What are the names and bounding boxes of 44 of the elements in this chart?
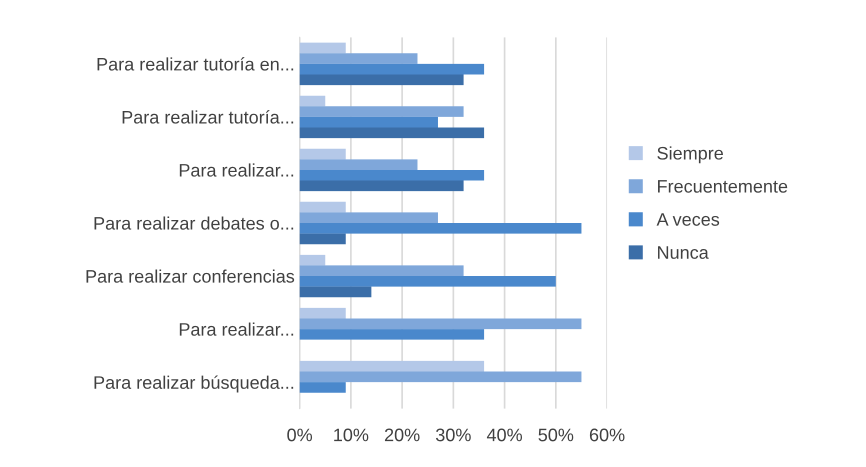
bar [300,170,484,181]
x-tick-label: 0% [287,428,312,442]
x-tick-label: 30% [436,428,471,442]
bar [300,96,326,106]
legend-label: Siempre [657,146,723,164]
x-tick-label: 40% [486,428,522,442]
legend-label: Nunca [658,246,709,259]
y-tick-label: Para realizar tutoría en... [98,57,294,71]
legend-label: Frecuentemente [658,180,788,193]
legend-label: A veces [656,213,720,226]
x-tick-label: 50% [538,428,574,442]
bar [300,265,464,276]
bar [300,106,464,117]
y-tick-label: Para realizar tutoría... [122,110,294,124]
bar [300,42,346,54]
x-tick-label: 10% [334,428,368,442]
bar [300,159,418,170]
bar [300,308,346,318]
bar [300,360,484,372]
y-tick-label: Para realizar... [180,322,294,336]
y-tick-label: Para realizar búsqueda... [94,375,294,392]
bar [300,74,464,86]
bar [300,234,346,244]
bar [300,372,582,382]
y-tick-label: Para realizar... [180,163,294,177]
bar [300,254,326,266]
bar [300,318,582,330]
bar [300,53,418,64]
y-tick-label: Para realizar conferencias [86,269,294,283]
x-tick-label: 20% [384,428,420,442]
bar [300,329,484,340]
bar [300,212,438,223]
bar [300,222,582,234]
bar [300,202,346,212]
y-tick-label: Para realizar debates o... [94,216,294,230]
bar [300,116,438,128]
bar [300,64,484,74]
bar [300,276,556,287]
bar [300,128,484,138]
bar [300,382,346,393]
x-tick-label: 60% [590,428,624,442]
bar [300,180,464,192]
bar [300,286,372,298]
bar [300,148,346,160]
